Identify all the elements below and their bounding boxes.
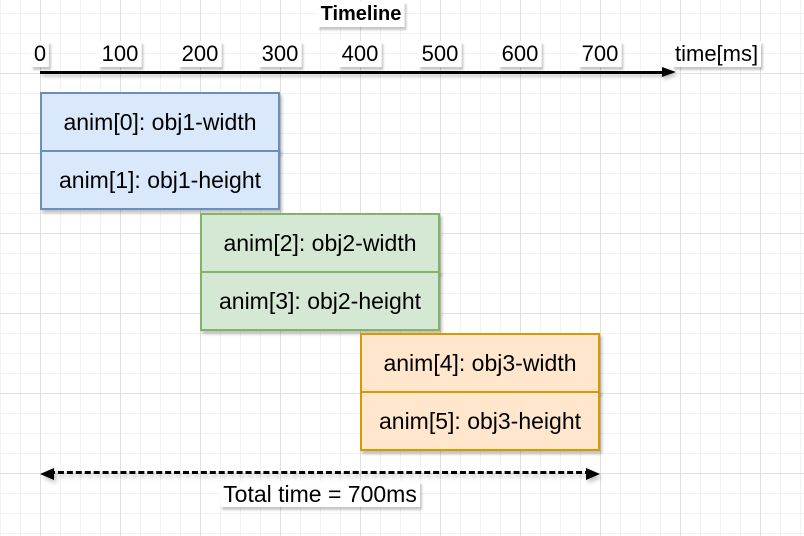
tick-label-700: 700 bbox=[578, 41, 622, 67]
anim-bar-1: anim[1]: obj1-height bbox=[40, 150, 280, 210]
tick-label-100: 100 bbox=[98, 41, 142, 67]
anim-bar-2: anim[2]: obj2-width bbox=[200, 213, 440, 273]
arrowhead-left-icon bbox=[40, 467, 54, 480]
anim-bar-2-label: anim[2]: obj2-width bbox=[223, 229, 417, 256]
total-time-label: Total time = 700ms bbox=[220, 481, 420, 507]
arrowhead-right-icon bbox=[586, 467, 600, 480]
tick-label-500: 500 bbox=[418, 41, 462, 67]
anim-bar-4: anim[4]: obj3-width bbox=[360, 333, 600, 393]
axis-unit-label: time[ms] bbox=[672, 41, 762, 67]
anim-bar-5: anim[5]: obj3-height bbox=[360, 391, 600, 451]
tick-label-0: 0 bbox=[30, 41, 50, 67]
tick-label-600: 600 bbox=[498, 41, 542, 67]
tick-label-400: 400 bbox=[338, 41, 382, 67]
diagram-title: Timeline bbox=[317, 1, 405, 27]
dashed-line bbox=[49, 471, 591, 474]
tick-label-200: 200 bbox=[178, 41, 222, 67]
anim-group-obj3: anim[4]: obj3-width anim[5]: obj3-height bbox=[360, 333, 600, 451]
anim-bar-1-label: anim[1]: obj1-height bbox=[58, 166, 261, 193]
axis-line bbox=[40, 71, 664, 74]
anim-bar-3-label: anim[3]: obj2-height bbox=[218, 287, 421, 314]
tick-label-300: 300 bbox=[258, 41, 302, 67]
anim-bar-4-label: anim[4]: obj3-width bbox=[383, 349, 577, 376]
anim-group-obj1: anim[0]: obj1-width anim[1]: obj1-height bbox=[40, 92, 280, 210]
anim-bar-0: anim[0]: obj1-width bbox=[40, 92, 280, 152]
total-time-arrow bbox=[40, 467, 600, 480]
anim-bar-5-label: anim[5]: obj3-height bbox=[378, 407, 581, 434]
axis-arrowhead-icon bbox=[662, 66, 676, 77]
anim-group-obj2: anim[2]: obj2-width anim[3]: obj2-height bbox=[200, 213, 440, 331]
anim-bar-3: anim[3]: obj2-height bbox=[200, 271, 440, 331]
anim-bar-0-label: anim[0]: obj1-width bbox=[63, 108, 257, 135]
